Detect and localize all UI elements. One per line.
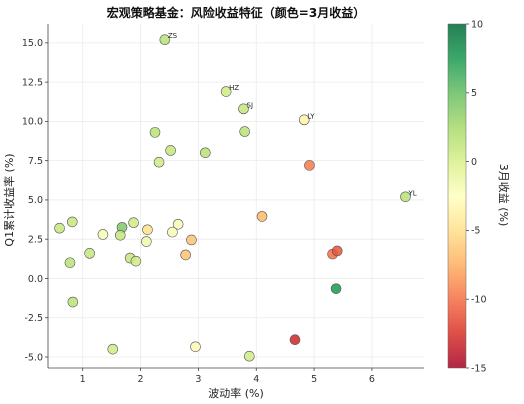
scatter-point <box>84 248 95 259</box>
colorbar-tick-label: -10 <box>471 295 487 306</box>
grid <box>48 24 424 368</box>
y-tick-label: -2.5 <box>24 313 43 324</box>
scatter-point <box>64 257 76 269</box>
colorbar-tick-label: -5 <box>471 226 480 237</box>
x-tick-label: 1 <box>80 374 86 385</box>
data-points <box>54 34 411 362</box>
scatter-point <box>165 145 176 156</box>
scatter-point <box>141 236 152 247</box>
scatter-point <box>167 226 178 238</box>
x-tick-label: 4 <box>253 374 259 385</box>
scatter-point <box>66 216 78 228</box>
scatter-point <box>244 350 255 362</box>
colorbar-tick-label: 10 <box>471 19 483 30</box>
scatter-point <box>186 234 197 246</box>
y-axis-label: Q1累计收益率 (%) <box>2 153 16 246</box>
scatter-point <box>107 343 119 355</box>
scatter-point <box>67 296 79 308</box>
y-tick-label: 12.5 <box>22 77 43 88</box>
y-tick-label: -5.0 <box>24 352 43 363</box>
colorbar-tick-label: 0 <box>471 157 477 168</box>
x-tick-label: 6 <box>369 374 375 385</box>
scatter-point <box>153 156 165 168</box>
scatter-point <box>190 341 201 353</box>
y-tick-label: 5.0 <box>28 195 43 206</box>
scatter-point <box>128 217 139 229</box>
y-tick-label: 15.0 <box>22 38 43 49</box>
x-axis-label: 波动率 (%) <box>208 386 264 400</box>
y-tick-label: 10.0 <box>22 117 43 128</box>
scatter-point <box>331 245 343 257</box>
scatter-point <box>304 160 315 171</box>
scatter-point <box>289 334 301 346</box>
x-tick-label: 3 <box>195 374 201 385</box>
point-label: YL <box>407 189 416 197</box>
scatter-point <box>239 126 250 137</box>
y-tick-label: 2.5 <box>28 234 43 245</box>
point-label: ZS <box>168 32 178 40</box>
colorbar-tick-label: -15 <box>471 363 487 374</box>
x-tick-label: 2 <box>138 374 144 385</box>
axes: 1 2 3 4 5 6 -5.0 -2.5 0.0 2.5 5.0 7.5 10.0 12.5 15.0 <box>22 24 424 385</box>
scatter-point <box>330 283 342 294</box>
scatter-point <box>97 229 109 240</box>
point-label: SJ <box>247 101 254 109</box>
scatter-point <box>400 191 411 203</box>
y-tick-label: 0.0 <box>28 274 43 285</box>
scatter-point <box>220 86 232 97</box>
scatter-point <box>130 255 142 267</box>
chart-title: 宏观策略基金：风险收益特征（颜色=3月收益） <box>107 5 365 20</box>
scatter-point <box>256 211 268 222</box>
x-tick-label: 5 <box>311 374 317 385</box>
scatter-point <box>238 103 249 115</box>
scatter-point <box>298 114 310 126</box>
scatter-point <box>159 34 171 46</box>
scatter-point <box>180 249 191 261</box>
colorbar-tick-label: 5 <box>471 88 477 99</box>
point-label: HZ <box>229 84 239 92</box>
point-label: LY <box>307 112 315 120</box>
y-tick-label: 7.5 <box>28 156 43 167</box>
scatter-point <box>200 147 211 159</box>
scatter-point <box>115 229 126 241</box>
point-annotations: ZS HZ SJ LY YL <box>168 32 417 197</box>
scatter-point <box>142 224 153 236</box>
scatter-point <box>172 218 184 230</box>
colorbar-label: 3月收益 (%) <box>497 164 511 227</box>
scatter-point <box>54 222 65 234</box>
scatter-point <box>149 127 161 138</box>
colorbar-gradient <box>447 23 467 369</box>
colorbar: 10 5 0 -5 -10 -15 <box>447 19 487 374</box>
